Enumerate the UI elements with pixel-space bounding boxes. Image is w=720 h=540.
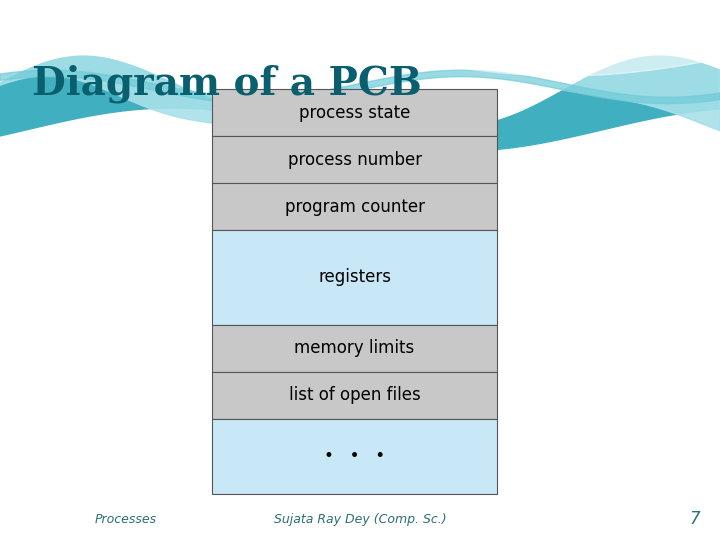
Bar <box>212 231 497 325</box>
Bar <box>212 183 497 231</box>
Text: process number: process number <box>287 151 422 168</box>
Text: list of open files: list of open files <box>289 386 420 404</box>
Bar <box>212 89 497 136</box>
Text: Sujata Ray Dey (Comp. Sc.): Sujata Ray Dey (Comp. Sc.) <box>274 513 446 526</box>
Text: process state: process state <box>299 104 410 122</box>
Bar <box>212 325 497 372</box>
Text: •   •   •: • • • <box>324 448 385 465</box>
Text: registers: registers <box>318 268 391 287</box>
Text: 7: 7 <box>690 510 700 529</box>
Text: program counter: program counter <box>284 198 425 216</box>
Bar <box>212 136 497 183</box>
Bar <box>212 418 497 494</box>
Text: Diagram of a PCB: Diagram of a PCB <box>32 64 422 103</box>
Bar <box>212 372 497 418</box>
Text: memory limits: memory limits <box>294 339 415 357</box>
Text: Processes: Processes <box>95 513 157 526</box>
